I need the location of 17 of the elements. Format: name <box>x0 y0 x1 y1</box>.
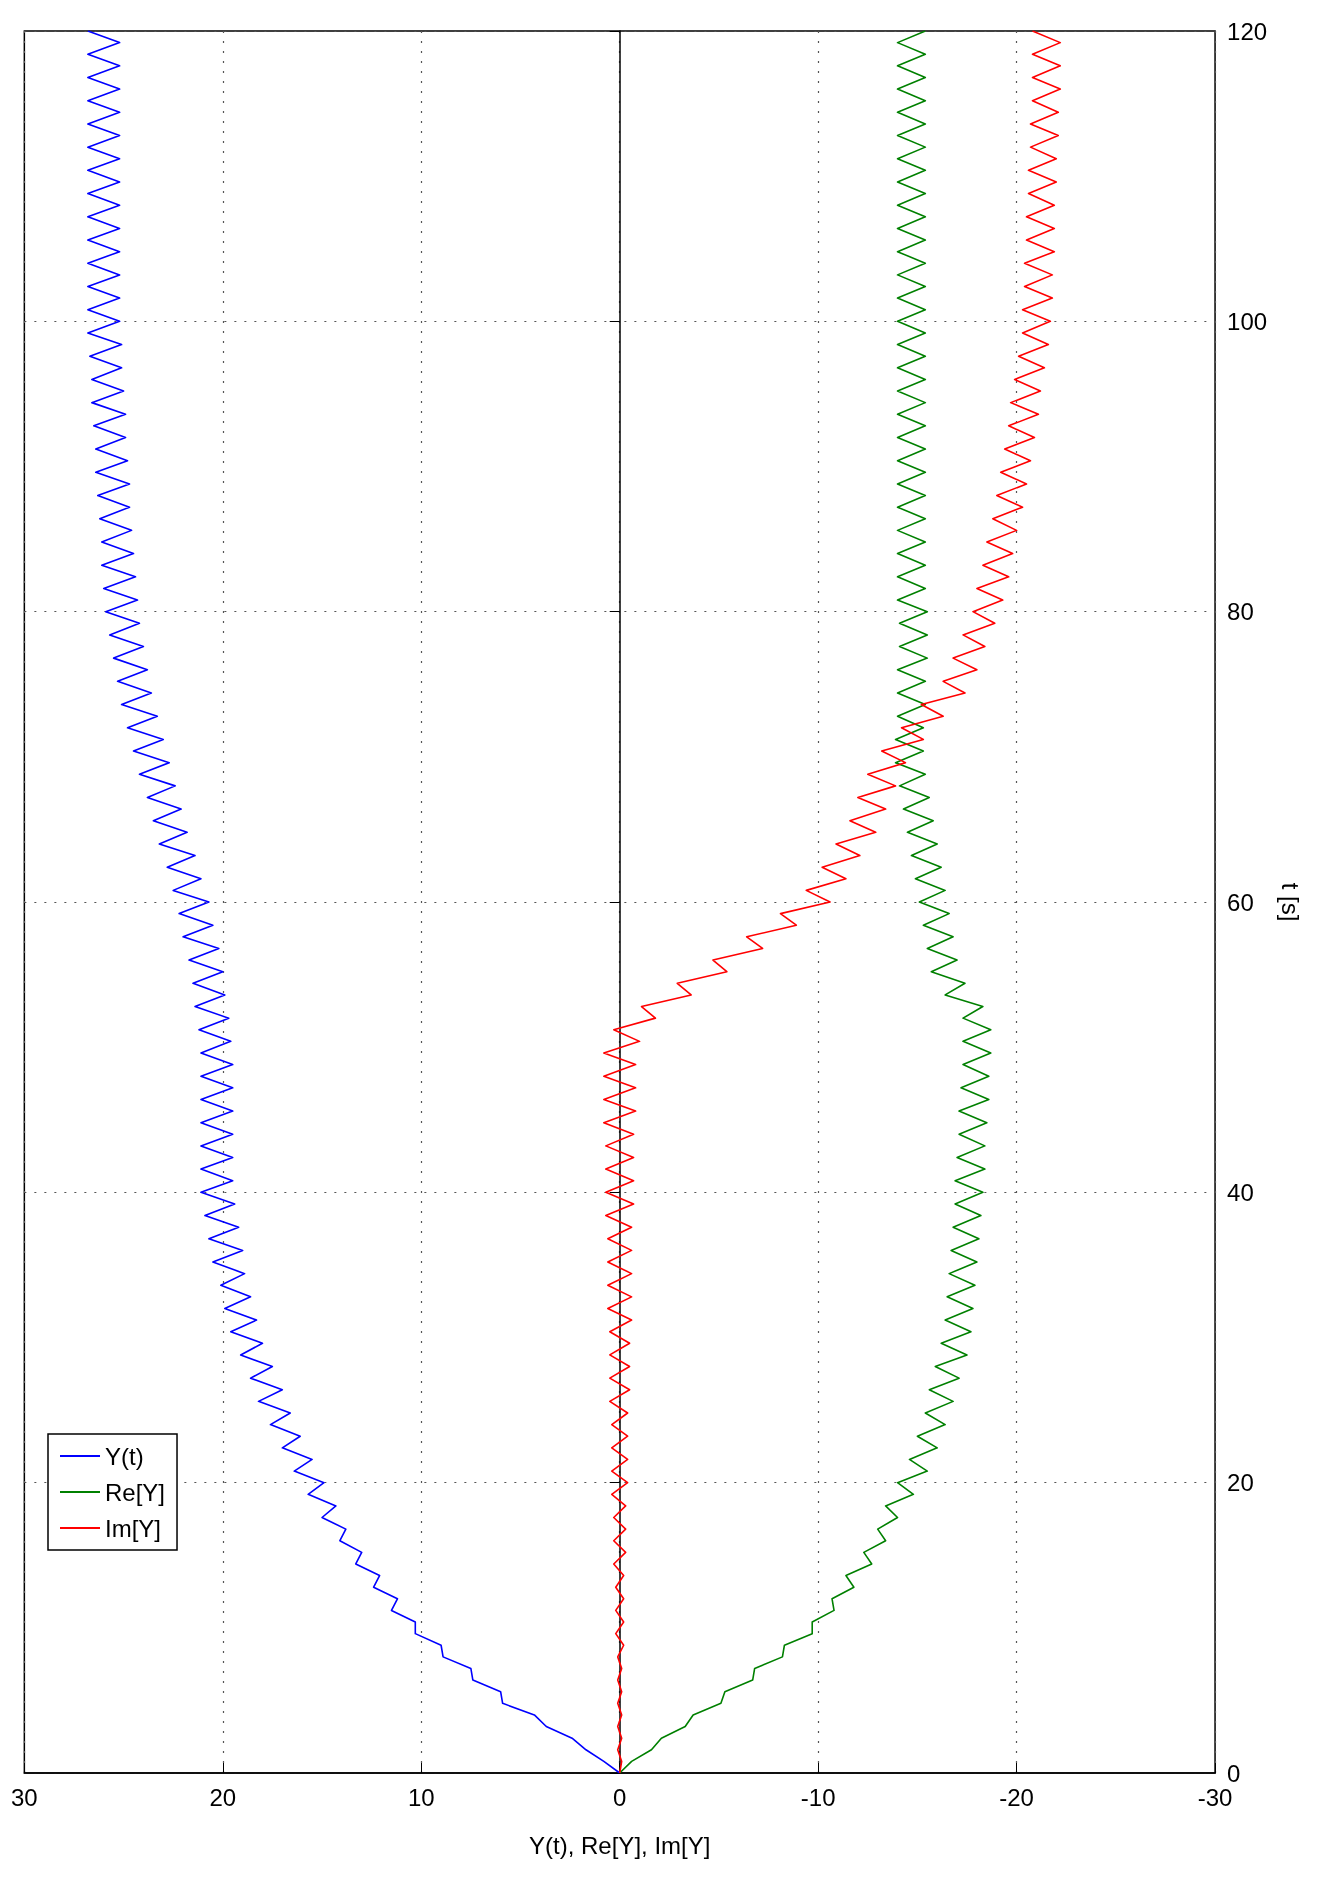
x-tick-label: -20 <box>999 1783 1034 1811</box>
x-tick-label: -10 <box>800 1783 836 1811</box>
y-tick-label: 100 <box>1227 307 1268 335</box>
legend-label: Y(t) <box>105 1442 144 1470</box>
x-tick-label: 0 <box>613 1783 627 1811</box>
y-tick-label: 120 <box>1227 17 1268 45</box>
x-axis-title: Y(t), Re[Y], Im[Y] <box>529 1831 711 1859</box>
y-tick-label: 40 <box>1227 1178 1254 1206</box>
legend-label: Im[Y] <box>105 1514 162 1542</box>
x-tick-label: 30 <box>11 1783 38 1811</box>
x-tick-label: 10 <box>407 1783 435 1811</box>
y-tick-label: 60 <box>1227 888 1254 916</box>
y-tick-label: 20 <box>1227 1469 1254 1497</box>
x-tick-label: 20 <box>209 1783 237 1811</box>
y-axis-title: t [s] <box>1276 882 1304 922</box>
legend-label: Re[Y] <box>105 1478 166 1506</box>
y-tick-label: 80 <box>1227 598 1254 626</box>
